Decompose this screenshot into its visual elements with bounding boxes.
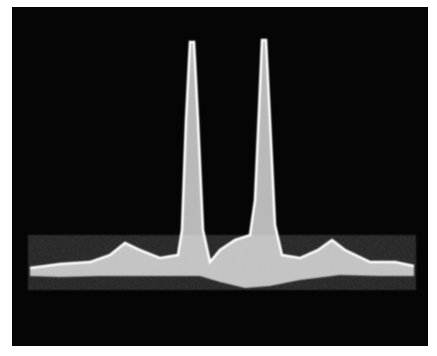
trace (28, 38, 416, 290)
trace-noise (28, 235, 416, 290)
screen (12, 7, 428, 346)
